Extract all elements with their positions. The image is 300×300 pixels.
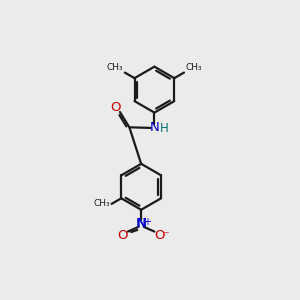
- Text: O: O: [111, 101, 121, 114]
- Text: CH₃: CH₃: [107, 63, 123, 72]
- Text: N: N: [149, 122, 159, 134]
- Text: N: N: [136, 218, 147, 230]
- Text: CH₃: CH₃: [185, 63, 202, 72]
- Text: H: H: [160, 122, 168, 135]
- Text: O: O: [117, 229, 127, 242]
- Text: ⁻: ⁻: [162, 229, 169, 242]
- Text: CH₃: CH₃: [94, 200, 110, 208]
- Text: O: O: [154, 229, 165, 242]
- Text: +: +: [143, 217, 151, 226]
